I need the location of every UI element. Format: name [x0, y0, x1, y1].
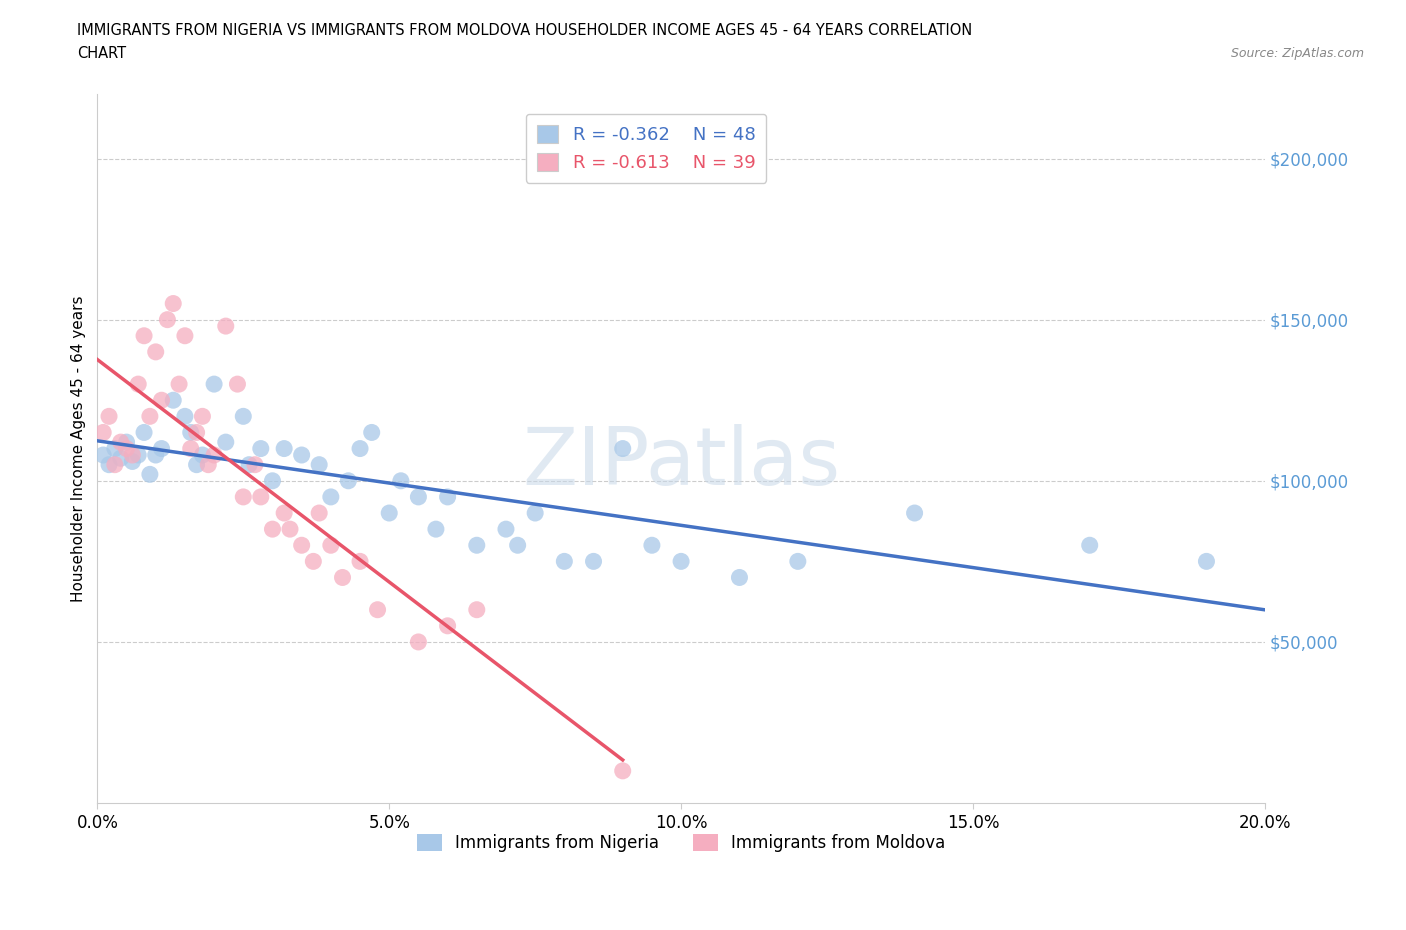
Point: [139, 409, 162, 424]
Point: [506, 538, 529, 552]
Point: [104, 458, 127, 472]
Point: [903, 506, 925, 521]
Point: [553, 554, 575, 569]
Point: [226, 377, 249, 392]
Point: [145, 344, 167, 359]
Point: [98, 458, 121, 472]
Point: [127, 447, 149, 462]
Point: [436, 489, 458, 504]
Point: [1078, 538, 1101, 552]
Point: [139, 467, 162, 482]
Point: [319, 489, 342, 504]
Point: [180, 425, 202, 440]
Point: [612, 441, 634, 456]
Point: [524, 506, 547, 521]
Point: [162, 296, 184, 311]
Point: [174, 328, 197, 343]
Point: [291, 447, 314, 462]
Point: [238, 458, 260, 472]
Point: [349, 554, 371, 569]
Point: [132, 328, 155, 343]
Point: [180, 441, 202, 456]
Point: [337, 473, 360, 488]
Point: [186, 425, 208, 440]
Point: [278, 522, 301, 537]
Point: [243, 458, 266, 472]
Point: [98, 409, 121, 424]
Point: [389, 473, 412, 488]
Point: [127, 377, 149, 392]
Point: [349, 441, 371, 456]
Point: [232, 409, 254, 424]
Point: [110, 451, 132, 466]
Text: ZIPatlas: ZIPatlas: [522, 424, 841, 502]
Point: [150, 392, 173, 407]
Point: [249, 489, 271, 504]
Point: [612, 764, 634, 778]
Point: [104, 441, 127, 456]
Point: [408, 634, 430, 649]
Text: IMMIGRANTS FROM NIGERIA VS IMMIGRANTS FROM MOLDOVA HOUSEHOLDER INCOME AGES 45 - : IMMIGRANTS FROM NIGERIA VS IMMIGRANTS FR…: [77, 23, 973, 38]
Point: [262, 473, 284, 488]
Point: [91, 425, 114, 440]
Point: [202, 377, 225, 392]
Point: [273, 506, 295, 521]
Point: [115, 434, 138, 449]
Point: [582, 554, 605, 569]
Point: [115, 441, 138, 456]
Point: [302, 554, 325, 569]
Text: CHART: CHART: [77, 46, 127, 61]
Point: [291, 538, 314, 552]
Point: [191, 447, 214, 462]
Point: [436, 618, 458, 633]
Point: [1195, 554, 1218, 569]
Point: [167, 377, 190, 392]
Point: [215, 319, 238, 334]
Point: [378, 506, 401, 521]
Point: [191, 409, 214, 424]
Point: [273, 441, 295, 456]
Point: [367, 603, 389, 618]
Point: [156, 312, 179, 327]
Point: [145, 447, 167, 462]
Point: [132, 425, 155, 440]
Point: [91, 447, 114, 462]
Point: [186, 458, 208, 472]
Point: [174, 409, 197, 424]
Y-axis label: Householder Income Ages 45 - 64 years: Householder Income Ages 45 - 64 years: [72, 296, 86, 602]
Point: [319, 538, 342, 552]
Point: [641, 538, 664, 552]
Point: [495, 522, 517, 537]
Point: [425, 522, 447, 537]
Point: [786, 554, 808, 569]
Point: [308, 506, 330, 521]
Point: [110, 434, 132, 449]
Point: [332, 570, 354, 585]
Point: [249, 441, 271, 456]
Point: [215, 434, 238, 449]
Point: [197, 458, 219, 472]
Point: [232, 489, 254, 504]
Point: [728, 570, 751, 585]
Point: [360, 425, 382, 440]
Text: Source: ZipAtlas.com: Source: ZipAtlas.com: [1230, 46, 1364, 60]
Point: [465, 538, 488, 552]
Point: [121, 447, 143, 462]
Point: [202, 447, 225, 462]
Point: [150, 441, 173, 456]
Point: [669, 554, 692, 569]
Point: [121, 454, 143, 469]
Point: [308, 458, 330, 472]
Legend: Immigrants from Nigeria, Immigrants from Moldova: Immigrants from Nigeria, Immigrants from…: [411, 827, 952, 858]
Point: [408, 489, 430, 504]
Point: [262, 522, 284, 537]
Point: [465, 603, 488, 618]
Point: [162, 392, 184, 407]
